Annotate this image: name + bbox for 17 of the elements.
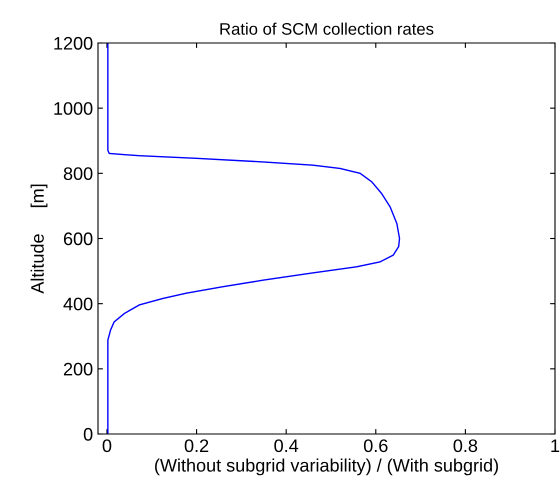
x-tick-label: 0 bbox=[102, 439, 112, 452]
y-tick-label: 600 bbox=[64, 232, 92, 246]
x-tick-label: 0.4 bbox=[274, 439, 298, 452]
y-tick-label: 400 bbox=[63, 298, 92, 310]
y-tick-label: 200 bbox=[64, 362, 92, 376]
chart-title: Ratio of SCM collection rates bbox=[220, 22, 434, 35]
x-tick-label: 0.2 bbox=[184, 439, 208, 452]
y-tick-label: 1200 bbox=[54, 36, 92, 50]
line-series bbox=[107, 43, 400, 434]
x-axis-title: (Without subgrid variability) / (With subgrid) bbox=[155, 458, 498, 476]
y-axis-title: Altitude [m] bbox=[30, 184, 48, 294]
y-tick-label: 1000 bbox=[54, 102, 92, 115]
x-tick-label: 1 bbox=[551, 440, 560, 452]
y-tick-label: 800 bbox=[64, 167, 92, 180]
x-tick-label: 0.6 bbox=[364, 439, 388, 452]
y-tick-label: 0 bbox=[84, 428, 92, 441]
x-tick-label: 0.8 bbox=[454, 439, 478, 452]
